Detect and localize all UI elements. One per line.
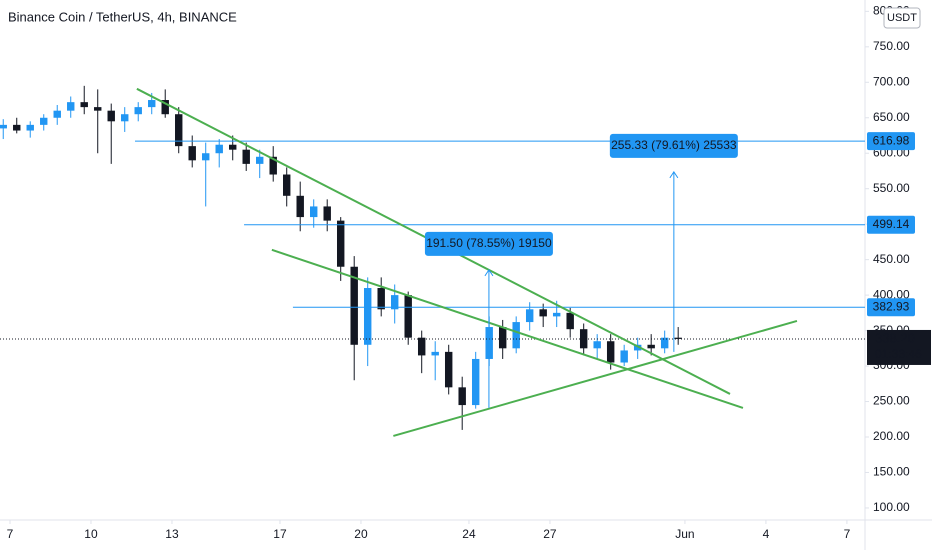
candle-body	[13, 124, 21, 131]
x-tick-label: 10	[84, 527, 98, 541]
candle-body	[161, 100, 169, 115]
level-label-bg	[867, 132, 915, 151]
y-tick-label: 550.00	[873, 181, 910, 195]
candle-body	[539, 309, 547, 317]
x-tick-label: 7	[7, 527, 14, 541]
candle-body	[80, 102, 88, 108]
candle-body	[0, 124, 7, 129]
arrow-head	[669, 170, 679, 179]
trendline	[271, 248, 744, 409]
x-tick-label: 27	[543, 527, 557, 541]
candle-body	[660, 337, 669, 349]
candle-body	[525, 309, 534, 323]
candle-body	[309, 206, 318, 218]
level-label: 382.93	[873, 299, 910, 313]
arrow-head	[484, 268, 494, 277]
candle-body	[148, 100, 156, 108]
x-tick-label: Jun	[675, 527, 694, 541]
last-price-label: 338.20	[875, 330, 915, 345]
level-label-bg	[867, 215, 915, 234]
candle-body	[40, 117, 48, 125]
candle-body	[53, 110, 61, 118]
candle-body	[593, 341, 601, 349]
candle-body	[579, 329, 588, 349]
candle-body	[633, 344, 642, 351]
candle-body	[336, 220, 345, 267]
candle-body	[350, 266, 358, 345]
candle-body	[175, 114, 183, 147]
y-tick-label: 750.00	[873, 39, 910, 53]
candle-body	[202, 153, 210, 161]
y-tick-label: 150.00	[873, 465, 910, 479]
candle-body	[674, 337, 682, 339]
candle-body	[647, 344, 655, 349]
x-tick-label: 20	[354, 527, 368, 541]
y-tick-label: 700.00	[873, 74, 910, 88]
candle-body	[390, 295, 399, 310]
candle-body	[269, 156, 277, 175]
x-tick-label: 7	[844, 527, 851, 541]
candle-body	[552, 312, 561, 317]
currency-button: USDT	[887, 12, 917, 24]
measure-label-bg	[609, 133, 738, 158]
y-tick-label: 200.00	[873, 429, 910, 443]
candle-body	[256, 156, 264, 164]
candle-body	[458, 387, 466, 406]
y-tick-label: 400.00	[873, 287, 910, 301]
measure-label-bg	[424, 231, 553, 256]
candle-body	[229, 144, 237, 150]
candle-body	[215, 144, 223, 154]
candle-body	[363, 288, 372, 345]
y-tick-label: 250.00	[873, 394, 910, 408]
currency-button-bg	[883, 7, 921, 29]
candle-body	[323, 206, 331, 221]
candle-body	[377, 288, 385, 310]
countdown: 01:33:46	[875, 347, 922, 361]
candle-body	[134, 107, 142, 115]
trendline	[393, 319, 798, 437]
candle-body	[188, 146, 196, 161]
chart-title: Binance Coin / TetherUS, 4h, BINANCE	[8, 9, 237, 24]
candle-body	[121, 114, 129, 122]
candle-body	[512, 322, 520, 349]
candle-body	[67, 102, 75, 111]
measure-label: 191.50 (78.55%) 19150	[426, 236, 552, 250]
candle-body	[566, 312, 574, 330]
y-tick-label: 100.00	[873, 500, 910, 514]
x-tick-label: 4	[763, 527, 770, 541]
candle-body	[444, 351, 453, 388]
candle-body	[620, 350, 628, 363]
candle-body	[498, 327, 507, 349]
y-tick-label: 650.00	[873, 110, 910, 124]
candle-body	[404, 295, 412, 338]
level-label: 499.14	[873, 217, 910, 231]
measure-label: 255.33 (79.61%) 25533	[611, 138, 737, 152]
candle-body	[417, 337, 426, 356]
last-price-bg	[867, 329, 931, 365]
candle-body	[471, 358, 480, 406]
candle-body	[242, 149, 250, 164]
candle-body	[283, 174, 291, 196]
candle-body	[606, 341, 615, 363]
candle-body	[431, 351, 439, 356]
x-tick-label: 17	[273, 527, 287, 541]
candle-body	[296, 195, 304, 218]
level-label: 616.98	[873, 133, 910, 147]
y-tick-label: 450.00	[873, 252, 910, 266]
candle-body	[94, 107, 102, 111]
level-label-bg	[867, 298, 915, 317]
x-tick-label: 24	[462, 527, 476, 541]
candle-body	[107, 110, 115, 122]
x-tick-label: 13	[165, 527, 179, 541]
candle-body	[26, 124, 34, 131]
